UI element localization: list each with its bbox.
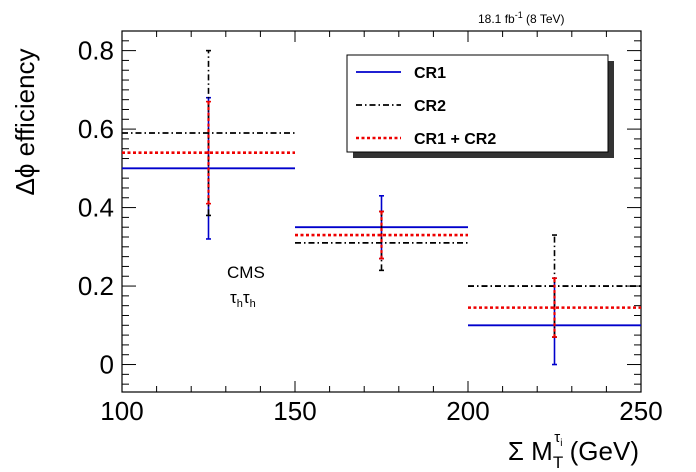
experiment-label: CMS bbox=[227, 263, 265, 282]
data-layer bbox=[122, 49, 641, 366]
series-cr1-cr2 bbox=[122, 100, 641, 338]
y-tick-label: 0.6 bbox=[78, 114, 114, 144]
series-cr2 bbox=[122, 49, 641, 338]
legend-label-cr1-cr2: CR1 + CR2 bbox=[414, 131, 496, 148]
y-tick-label: 0.2 bbox=[78, 271, 114, 301]
x-tick-label: 100 bbox=[100, 396, 143, 426]
axis-ticks bbox=[121, 31, 642, 392]
channel-label: τhτh bbox=[230, 288, 256, 310]
y-axis-title: Δϕ efficiency bbox=[10, 48, 40, 195]
legend-label-cr1: CR1 bbox=[414, 65, 446, 82]
legend-items: CR1 CR2 CR1 + CR2 bbox=[356, 65, 496, 148]
lumi-label: 18.1 fb-1 (8 TeV) bbox=[478, 10, 565, 26]
y-tick-labels: 0 0.2 0.4 0.6 0.8 bbox=[78, 36, 114, 380]
y-tick-label: 0 bbox=[100, 350, 114, 380]
plot-frame bbox=[121, 30, 642, 393]
legend-label-cr2: CR2 bbox=[414, 98, 446, 115]
x-tick-label: 150 bbox=[273, 396, 316, 426]
x-tick-label: 200 bbox=[446, 396, 489, 426]
x-axis-title: Σ MTτi (GeV) bbox=[508, 429, 639, 472]
y-tick-label: 0.8 bbox=[78, 36, 114, 66]
y-tick-label: 0.4 bbox=[78, 193, 114, 223]
x-tick-label: 250 bbox=[619, 396, 662, 426]
x-tick-labels: 100 150 200 250 bbox=[100, 396, 662, 426]
legend: CR1 CR2 CR1 + CR2 bbox=[346, 54, 614, 158]
